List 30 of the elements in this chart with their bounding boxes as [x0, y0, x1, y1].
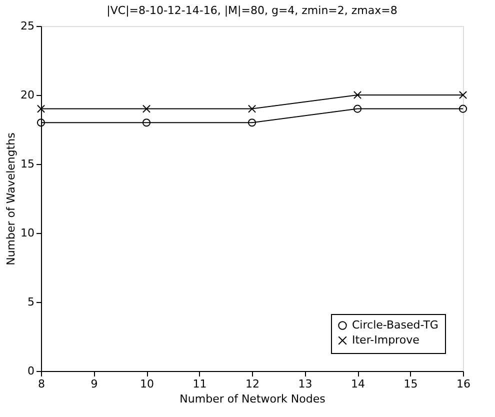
point: [142, 104, 151, 113]
x-tick-label: 14: [351, 378, 365, 390]
legend-label: Circle-Based-TG: [352, 318, 438, 332]
y-tick-label: 10: [20, 226, 34, 240]
point: [248, 118, 256, 127]
y-axis-title: Number of Wavelengths: [4, 132, 18, 266]
point: [458, 104, 468, 113]
x-tick-label: 8: [38, 378, 45, 390]
x-tick-label: 12: [246, 378, 260, 390]
point: [353, 90, 362, 100]
x-tick-label: 9: [90, 378, 98, 390]
y-tick-label: 0: [28, 364, 34, 378]
x-axis-title: Number of Network Nodes: [180, 392, 326, 406]
point: [142, 118, 151, 127]
x-tick-label: 16: [456, 378, 470, 390]
x-tick-label: 13: [298, 378, 312, 390]
y-tick-label: 5: [28, 296, 34, 308]
legend-label: Iter-Improve: [352, 334, 420, 346]
point: [353, 104, 362, 113]
point: [36, 118, 46, 127]
x-tick-label: 10: [140, 378, 154, 390]
y-tick-label: 20: [20, 88, 34, 102]
point: [248, 104, 256, 113]
point: [458, 90, 468, 100]
y-tick-label: 25: [20, 20, 34, 32]
y-tick-label: 15: [20, 158, 34, 170]
x-tick-label: 15: [404, 378, 418, 390]
point: [36, 104, 46, 113]
x-tick-label: 11: [192, 378, 207, 390]
chart-title: |VC|=8-10-12-14-16, |M|=80, g=4, zmin=2, zmax=8: [106, 4, 398, 17]
